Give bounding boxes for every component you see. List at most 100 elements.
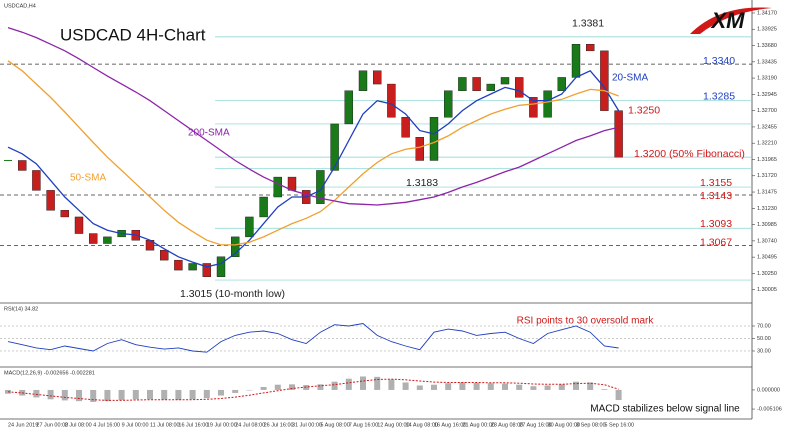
rsi-line (7, 323, 619, 353)
x-tick-label: 11 Jul 08:00 (150, 422, 180, 428)
candle (515, 77, 524, 98)
x-tick-label: 2 Jul 08:00 (65, 422, 92, 428)
chart-title: USDCAD 4H-Chart (60, 25, 206, 44)
y-tick-label: 50.00 (757, 336, 771, 342)
annotation: MACD stabilizes below signal line (590, 404, 740, 415)
macd-bar (345, 378, 352, 390)
y-tick-label: 1.30005 (757, 287, 777, 293)
rsi-header: RSI(14) 34.82 (4, 306, 38, 312)
series-label: 200-SMA (188, 128, 230, 139)
x-tick-label: 12 Aug 00:00 (377, 422, 409, 428)
macd-bar (33, 389, 40, 398)
candle (245, 216, 254, 238)
macd-bar (544, 385, 551, 390)
y-tick-label: 1.33680 (757, 43, 777, 49)
x-tick-label: 21 Aug 00:00 (462, 422, 494, 428)
macd-bar (459, 382, 466, 390)
macd-bar (232, 389, 239, 393)
candle (88, 233, 98, 244)
level-label: 1.3015 (10-month low) (180, 288, 285, 300)
candle (18, 160, 27, 171)
macd-bar (573, 381, 579, 390)
level-label: 1.3143 (700, 190, 732, 202)
candle (60, 210, 69, 218)
y-tick-label: 1.33190 (757, 76, 777, 82)
candle (543, 90, 552, 118)
macd-bar (161, 389, 168, 400)
macd-bar (615, 389, 622, 401)
x-tick-label: 5 Aug 08:00 (320, 422, 349, 428)
y-tick-label: 1.31475 (757, 189, 777, 195)
macd-bar (431, 384, 437, 390)
macd-bar (374, 376, 381, 390)
logo-text: XM (710, 8, 746, 33)
macd-bar (502, 383, 508, 390)
candle (415, 137, 424, 161)
candle (358, 70, 368, 91)
candle (401, 117, 410, 138)
macd-bar (260, 386, 267, 390)
candle (230, 236, 240, 258)
x-tick-label: 30 Aug 00:00 (548, 422, 580, 428)
candle (458, 77, 467, 91)
candle (586, 44, 595, 52)
y-tick-label: 1.33435 (757, 59, 777, 65)
series-label: 20-SMA (612, 73, 648, 84)
candle (202, 263, 212, 277)
candle (74, 216, 84, 234)
sma-line (7, 60, 619, 246)
level-label: 1.3381 (572, 18, 604, 30)
macd-bar (402, 382, 409, 390)
candle (571, 44, 581, 78)
macd-bar (76, 389, 82, 402)
macd-bar (175, 389, 182, 401)
macd-bar (360, 376, 366, 390)
symbol-header: USDCAD,H4 (4, 3, 36, 9)
macd-bar (132, 389, 139, 400)
y-tick-label: 1.34170 (757, 10, 777, 16)
candle (387, 83, 396, 118)
macd-bar (104, 389, 111, 402)
level-label: 1.3183 (406, 177, 438, 189)
level-label: 1.3340 (703, 55, 735, 67)
candle (557, 77, 566, 91)
candle (316, 170, 325, 204)
macd-bar (530, 386, 537, 390)
candle (600, 50, 609, 111)
y-tick-label: -0.005106 (757, 406, 782, 412)
y-tick-label: 1.30250 (757, 271, 777, 277)
macd-bar (47, 389, 54, 400)
level-label: 1.3155 (700, 177, 732, 189)
candle (429, 117, 439, 161)
macd-bar (388, 379, 395, 390)
level-label: 1.3200 (50% Fibonacci) (634, 148, 745, 160)
candle (444, 90, 453, 118)
macd-bar (61, 389, 68, 401)
x-tick-label: 27 Jun 00:00 (36, 422, 68, 428)
macd-bar (445, 383, 452, 390)
y-tick-label: 30.00 (757, 348, 771, 354)
logo-swoosh (690, 7, 772, 34)
candle (344, 90, 353, 125)
candle (188, 263, 197, 271)
y-tick-label: 1.30495 (757, 255, 777, 261)
macd-bar (118, 389, 125, 401)
macd-bar (317, 384, 324, 390)
candle (486, 83, 495, 91)
y-tick-label: 70.00 (757, 323, 771, 329)
macd-bar (516, 384, 523, 390)
macd-bar (587, 382, 594, 390)
x-tick-label: 7 Aug 16:00 (349, 422, 378, 428)
x-tick-label: 23 Aug 08:00 (491, 422, 523, 428)
macd-bar (246, 389, 253, 391)
macd-bar (303, 385, 310, 390)
y-tick-label: 1.33925 (757, 27, 777, 33)
x-tick-label: 3 Sep 08:00 (576, 422, 606, 428)
y-tick-label: 1.31965 (757, 157, 777, 163)
x-tick-label: 19 Jul 00:00 (207, 422, 237, 428)
candle (500, 77, 510, 85)
x-tick-label: 24 Jun 2019 (8, 422, 38, 428)
macd-bar (189, 389, 196, 400)
macd-header: MACD(12,26,9) -0.002656 -0.002281 (4, 370, 95, 376)
